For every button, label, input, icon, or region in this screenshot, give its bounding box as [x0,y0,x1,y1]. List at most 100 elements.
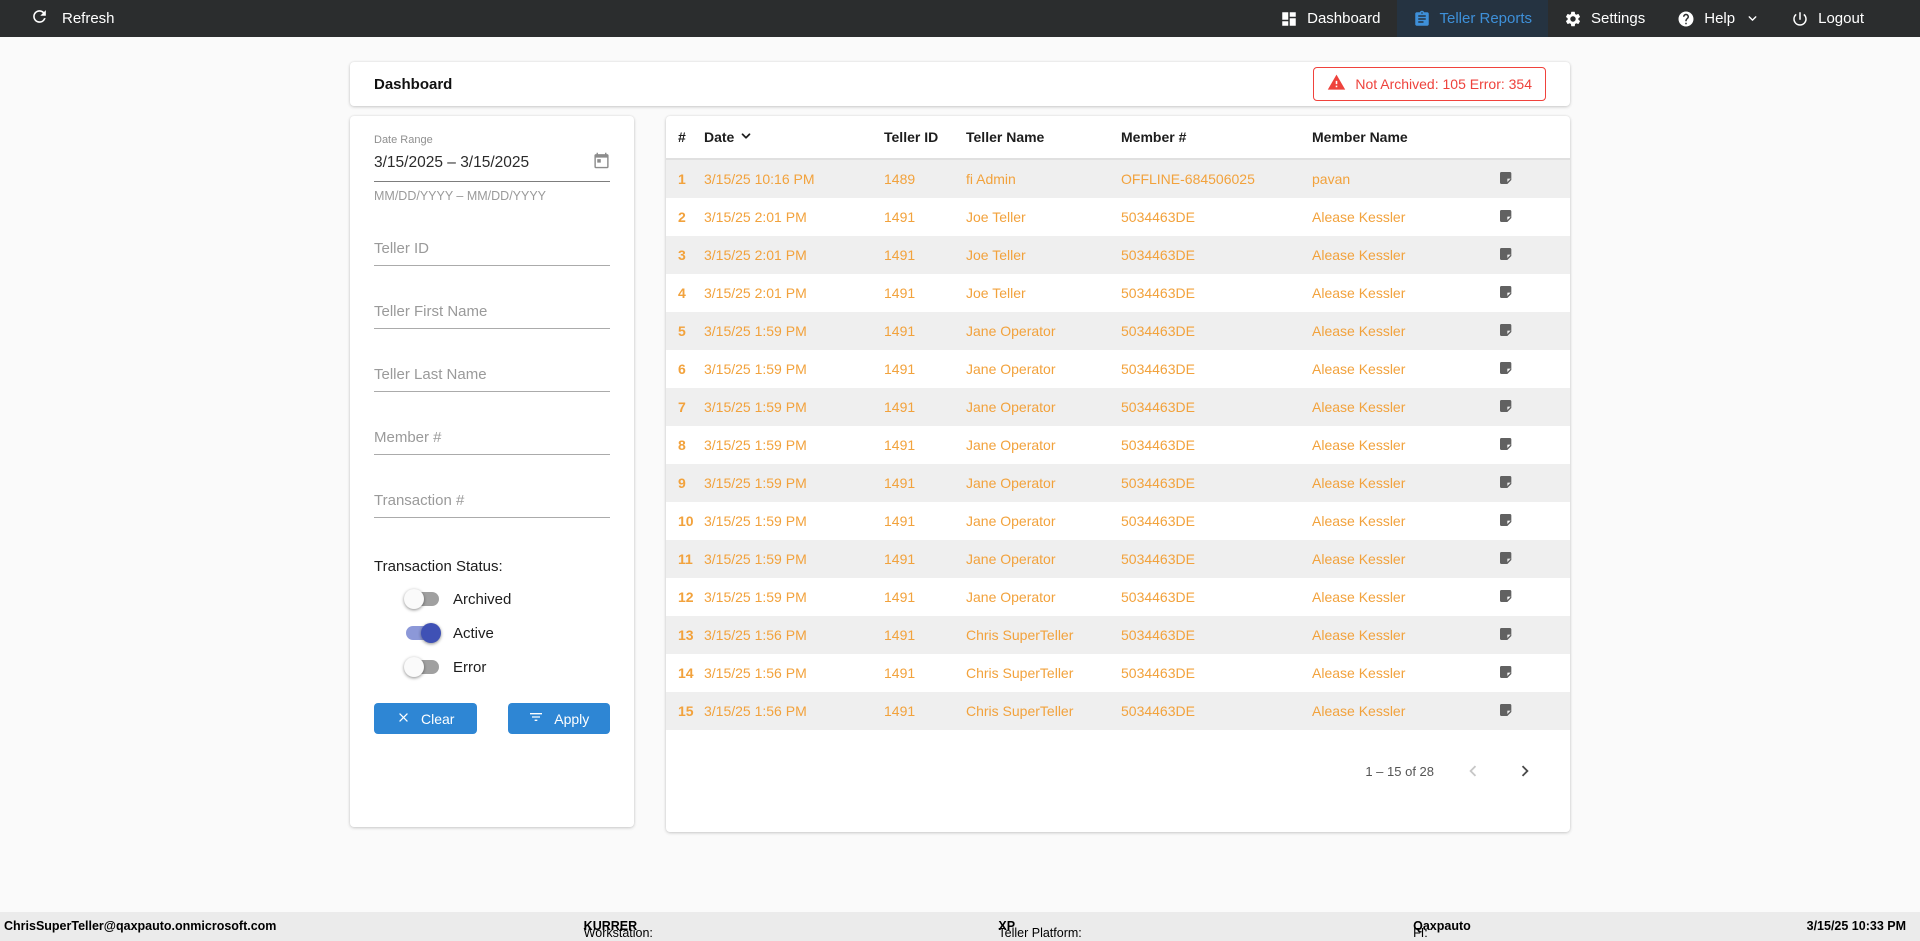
cell-row-number: 6 [678,361,686,377]
note-icon[interactable] [1498,550,1514,569]
cell-row-number: 7 [678,399,686,415]
cell-teller-name: Jane Operator [966,437,1056,453]
previous-page-button[interactable] [1460,758,1486,784]
cell-member-name: Alease Kessler [1312,399,1406,415]
nav-item-help[interactable]: Help [1661,0,1775,37]
cell-row-number: 10 [678,513,694,529]
cell-date: 3/15/25 1:56 PM [704,703,807,719]
table-row[interactable]: 5 3/15/25 1:59 PM 1491 Jane Operator 5034463… [666,312,1570,350]
cell-row-number: 4 [678,285,686,301]
note-icon[interactable] [1498,322,1514,341]
cell-member-name: Alease Kessler [1312,323,1406,339]
cell-teller-id: 1491 [884,589,916,605]
table-row[interactable]: 11 3/15/25 1:59 PM 1491 Jane Operator 503446… [666,540,1570,578]
nav-item-teller-reports[interactable]: Teller Reports [1396,0,1549,37]
status-alert-badge[interactable]: Not Archived: 105 Error: 354 [1313,67,1546,101]
nav-item-label: Logout [1818,10,1864,27]
cell-teller-id: 1491 [884,361,916,377]
note-icon[interactable] [1498,474,1514,493]
toggle-error[interactable]: Error [404,657,610,677]
nav-item-dashboard[interactable]: Dashboard [1264,0,1396,37]
cell-member-name: Alease Kessler [1312,247,1406,263]
date-range-input[interactable]: 3/15/2025 – 3/15/2025 [374,152,610,182]
cell-row-number: 5 [678,323,686,339]
next-page-button[interactable] [1512,758,1538,784]
cell-date: 3/15/25 1:59 PM [704,399,807,415]
toggle-active[interactable]: Active [406,623,610,643]
cell-member-name: Alease Kessler [1312,589,1406,605]
clock: 3/15/25 10:33 PM [1806,919,1906,933]
column-header-member-name[interactable]: Member Name [1312,129,1408,145]
cell-date: 3/15/25 2:01 PM [704,285,807,301]
note-icon[interactable] [1498,664,1514,683]
cell-teller-id: 1491 [884,703,916,719]
table-row[interactable]: 6 3/15/25 1:59 PM 1491 Jane Operator 5034463… [666,350,1570,388]
note-icon[interactable] [1498,246,1514,265]
status-toggles: Archived Active Error [374,589,610,677]
apply-button[interactable]: Apply [507,703,610,734]
cell-date: 3/15/25 1:59 PM [704,437,807,453]
cell-teller-id: 1491 [884,475,916,491]
note-icon[interactable] [1498,436,1514,455]
teller-id-field[interactable]: Teller ID [374,240,610,266]
pagination-range: 1 – 15 of 28 [1365,763,1434,779]
chevron-down-icon [1744,12,1759,25]
teller-first-name-field[interactable]: Teller First Name [374,303,610,329]
column-header-date[interactable]: Date [704,129,884,146]
refresh-icon [30,7,49,30]
note-icon[interactable] [1498,398,1514,417]
transaction-field[interactable]: Transaction # [374,492,610,518]
cell-member-number: 5034463DE [1121,285,1195,301]
sort-down-icon [739,129,753,146]
note-icon[interactable] [1498,360,1514,379]
table-row[interactable]: 4 3/15/25 2:01 PM 1491 Joe Teller 5034463DE A… [666,274,1570,312]
table-row[interactable]: 9 3/15/25 1:59 PM 1491 Jane Operator 5034463… [666,464,1570,502]
cell-teller-id: 1491 [884,323,916,339]
table-row[interactable]: 3 3/15/25 2:01 PM 1491 Joe Teller 5034463DE A… [666,236,1570,274]
column-header-teller-id[interactable]: Teller ID [884,129,939,145]
table-row[interactable]: 2 3/15/25 2:01 PM 1491 Joe Teller 5034463DE A… [666,198,1570,236]
cell-member-name: pavan [1312,171,1351,187]
cell-member-number: 5034463DE [1121,475,1195,491]
nav-item-logout[interactable]: Logout [1775,0,1880,37]
column-header-[interactable]: # [678,129,686,145]
note-icon[interactable] [1498,512,1514,531]
table-row[interactable]: 14 3/15/25 1:56 PM 1491 Chris SuperTeller 50… [666,654,1570,692]
refresh-label: Refresh [62,10,115,27]
note-icon[interactable] [1498,208,1514,227]
note-icon[interactable] [1498,170,1514,189]
clear-button-label: Clear [421,710,455,727]
table-row[interactable]: 13 3/15/25 1:56 PM 1491 Chris SuperTeller 50… [666,616,1570,654]
note-icon[interactable] [1498,702,1514,721]
calendar-icon[interactable] [593,152,610,174]
cell-teller-id: 1491 [884,209,916,225]
member-field[interactable]: Member # [374,429,610,455]
refresh-button[interactable]: Refresh [0,0,115,37]
column-header-teller-name[interactable]: Teller Name [966,129,1045,145]
toggle-track[interactable] [404,589,439,609]
nav-item-settings[interactable]: Settings [1548,0,1661,37]
date-format-hint: MM/DD/YYYY – MM/DD/YYYY [374,189,547,203]
column-header-member[interactable]: Member # [1121,129,1187,145]
clear-button[interactable]: Clear [374,703,477,734]
cell-teller-name: Chris SuperTeller [966,703,1074,719]
note-icon[interactable] [1498,284,1514,303]
table-row[interactable]: 7 3/15/25 1:59 PM 1491 Jane Operator 5034463… [666,388,1570,426]
cell-date: 3/15/25 1:56 PM [704,627,807,643]
table-row[interactable]: 10 3/15/25 1:59 PM 1491 Jane Operator 503446… [666,502,1570,540]
table-row[interactable]: 15 3/15/25 1:56 PM 1491 Chris SuperTeller 50… [666,692,1570,730]
table-row[interactable]: 12 3/15/25 1:59 PM 1491 Jane Operator 503446… [666,578,1570,616]
cell-teller-name: Joe Teller [966,209,1026,225]
note-icon[interactable] [1498,626,1514,645]
cell-member-number: 5034463DE [1121,589,1195,605]
toggle-track[interactable] [406,623,441,643]
cell-teller-name: Joe Teller [966,247,1026,263]
toggle-track[interactable] [404,657,439,677]
table-row[interactable]: 8 3/15/25 1:59 PM 1491 Jane Operator 5034463… [666,426,1570,464]
toggle-archived[interactable]: Archived [404,589,610,609]
note-icon[interactable] [1498,588,1514,607]
teller-last-name-field[interactable]: Teller Last Name [374,366,610,392]
table-row[interactable]: 1 3/15/25 10:16 PM 1489 fi Admin OFFLINE-684… [666,160,1570,198]
cell-teller-name: Jane Operator [966,323,1056,339]
cell-teller-id: 1491 [884,437,916,453]
